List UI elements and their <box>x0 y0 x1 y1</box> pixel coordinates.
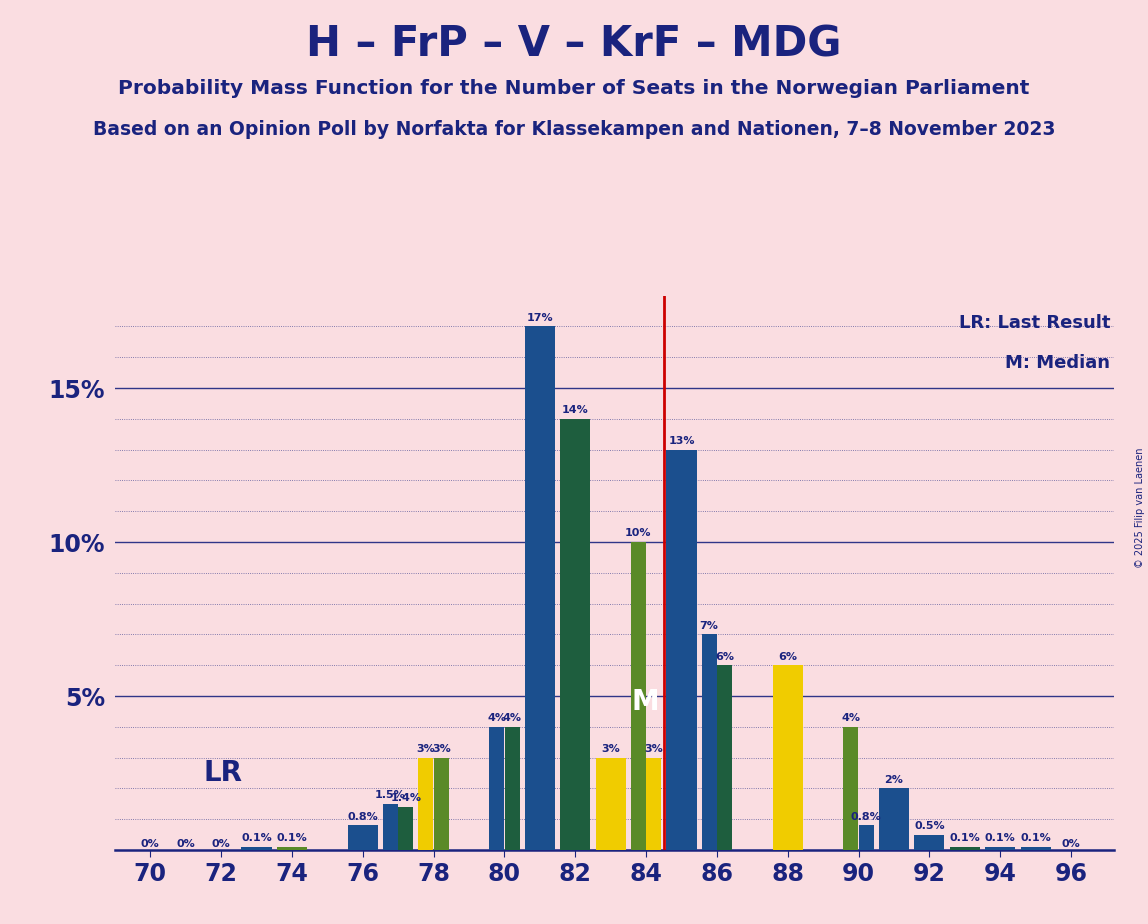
Bar <box>560 419 590 850</box>
Text: 14%: 14% <box>561 406 589 415</box>
Text: 4%: 4% <box>841 713 860 723</box>
Bar <box>525 326 554 850</box>
Bar <box>348 825 378 850</box>
Text: 1.4%: 1.4% <box>390 794 421 803</box>
Text: 17%: 17% <box>527 313 553 322</box>
Text: 0.1%: 0.1% <box>241 833 272 844</box>
Text: Probability Mass Function for the Number of Seats in the Norwegian Parliament: Probability Mass Function for the Number… <box>118 79 1030 98</box>
Bar <box>277 847 307 850</box>
Bar <box>418 758 433 850</box>
Bar <box>985 847 1015 850</box>
Text: 6%: 6% <box>778 651 797 662</box>
Text: 0%: 0% <box>211 839 231 848</box>
Text: 3%: 3% <box>417 744 435 754</box>
Bar <box>434 758 449 850</box>
Text: M: Median: M: Median <box>1004 354 1110 372</box>
Bar <box>1021 847 1050 850</box>
Text: 3%: 3% <box>432 744 451 754</box>
Text: 0%: 0% <box>1062 839 1080 848</box>
Text: 10%: 10% <box>625 529 652 539</box>
Bar <box>631 542 645 850</box>
Text: 4%: 4% <box>503 713 521 723</box>
Text: 0.1%: 0.1% <box>949 833 980 844</box>
Text: 1.5%: 1.5% <box>375 790 405 800</box>
Text: LR: Last Result: LR: Last Result <box>959 314 1110 332</box>
Bar <box>398 807 413 850</box>
Text: 0.8%: 0.8% <box>348 812 378 821</box>
Text: 0.1%: 0.1% <box>1021 833 1052 844</box>
Bar <box>701 635 716 850</box>
Bar <box>646 758 661 850</box>
Text: M: M <box>631 688 659 716</box>
Bar <box>859 825 874 850</box>
Bar <box>773 665 802 850</box>
Bar <box>667 450 697 850</box>
Text: LR: LR <box>203 760 242 787</box>
Bar <box>914 834 945 850</box>
Bar <box>241 847 272 850</box>
Text: 0%: 0% <box>177 839 195 848</box>
Text: 3%: 3% <box>602 744 620 754</box>
Bar <box>844 727 859 850</box>
Bar <box>383 804 398 850</box>
Bar <box>718 665 732 850</box>
Text: 7%: 7% <box>699 621 719 631</box>
Bar <box>505 727 520 850</box>
Text: 6%: 6% <box>715 651 735 662</box>
Text: © 2025 Filip van Laenen: © 2025 Filip van Laenen <box>1135 448 1145 568</box>
Text: 0.1%: 0.1% <box>277 833 308 844</box>
Bar <box>596 758 626 850</box>
Text: 0.5%: 0.5% <box>914 821 945 831</box>
Text: 4%: 4% <box>487 713 506 723</box>
Text: H – FrP – V – KrF – MDG: H – FrP – V – KrF – MDG <box>307 23 841 65</box>
Text: Based on an Opinion Poll by Norfakta for Klassekampen and Nationen, 7–8 November: Based on an Opinion Poll by Norfakta for… <box>93 120 1055 140</box>
Text: 0%: 0% <box>141 839 160 848</box>
Text: 13%: 13% <box>668 436 695 446</box>
Text: 3%: 3% <box>644 744 664 754</box>
Text: 2%: 2% <box>885 775 903 784</box>
Text: 0.8%: 0.8% <box>851 812 882 821</box>
Bar <box>949 847 980 850</box>
Text: 0.1%: 0.1% <box>985 833 1016 844</box>
Bar <box>879 788 909 850</box>
Bar <box>489 727 504 850</box>
